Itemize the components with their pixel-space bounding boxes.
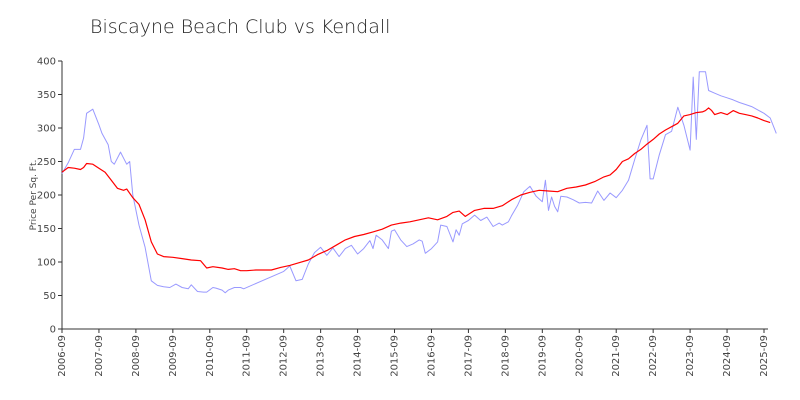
x-tick-label: 2022-09	[648, 335, 659, 377]
x-tick-label: 2009-09	[168, 335, 179, 377]
x-tick-label: 2014-09	[353, 335, 364, 377]
x-tick-label: 2006-09	[57, 335, 68, 377]
x-tick-label: 2025-09	[759, 335, 770, 377]
y-tick-label: 350	[37, 90, 56, 101]
series-line-2	[61, 107, 771, 272]
x-tick-label: 2011-09	[242, 335, 253, 377]
chart-title: Biscayne Beach Club vs Kendall	[90, 16, 391, 38]
chart-axes: 0 50 100 150 200 250 300 350 400 2006-09 2007-09 20…	[37, 57, 770, 377]
x-tick-label: 2007-09	[94, 335, 105, 377]
y-tick-label: 200	[37, 191, 56, 202]
y-tick-label: 250	[37, 157, 56, 168]
x-tick-label: 2015-09	[390, 335, 401, 377]
x-tick-label: 2010-09	[205, 335, 216, 377]
x-tick-label: 2008-09	[131, 335, 142, 377]
x-tick-label: 2017-09	[463, 335, 474, 377]
series-layer	[61, 71, 777, 294]
y-tick-label: 100	[37, 258, 56, 269]
x-tick-label: 2024-09	[722, 335, 733, 377]
x-tick-label: 2013-09	[316, 335, 327, 377]
y-tick-label: 150	[37, 224, 56, 235]
x-tick-label: 2021-09	[611, 335, 622, 377]
y-tick-label: 0	[50, 325, 56, 336]
y-tick-label: 400	[37, 57, 56, 68]
x-tick-label: 2019-09	[537, 335, 548, 377]
x-tick-label: 2016-09	[426, 335, 437, 377]
x-tick-label: 2023-09	[685, 335, 696, 377]
x-tick-label: 2018-09	[500, 335, 511, 377]
y-tick-label: 50	[43, 291, 56, 302]
y-tick-label: 300	[37, 124, 56, 135]
y-axis-title: Price Per Sq. Ft.	[29, 160, 39, 231]
series-line-1	[61, 71, 777, 294]
x-tick-label: 2012-09	[279, 335, 290, 377]
x-tick-label: 2020-09	[574, 335, 585, 377]
